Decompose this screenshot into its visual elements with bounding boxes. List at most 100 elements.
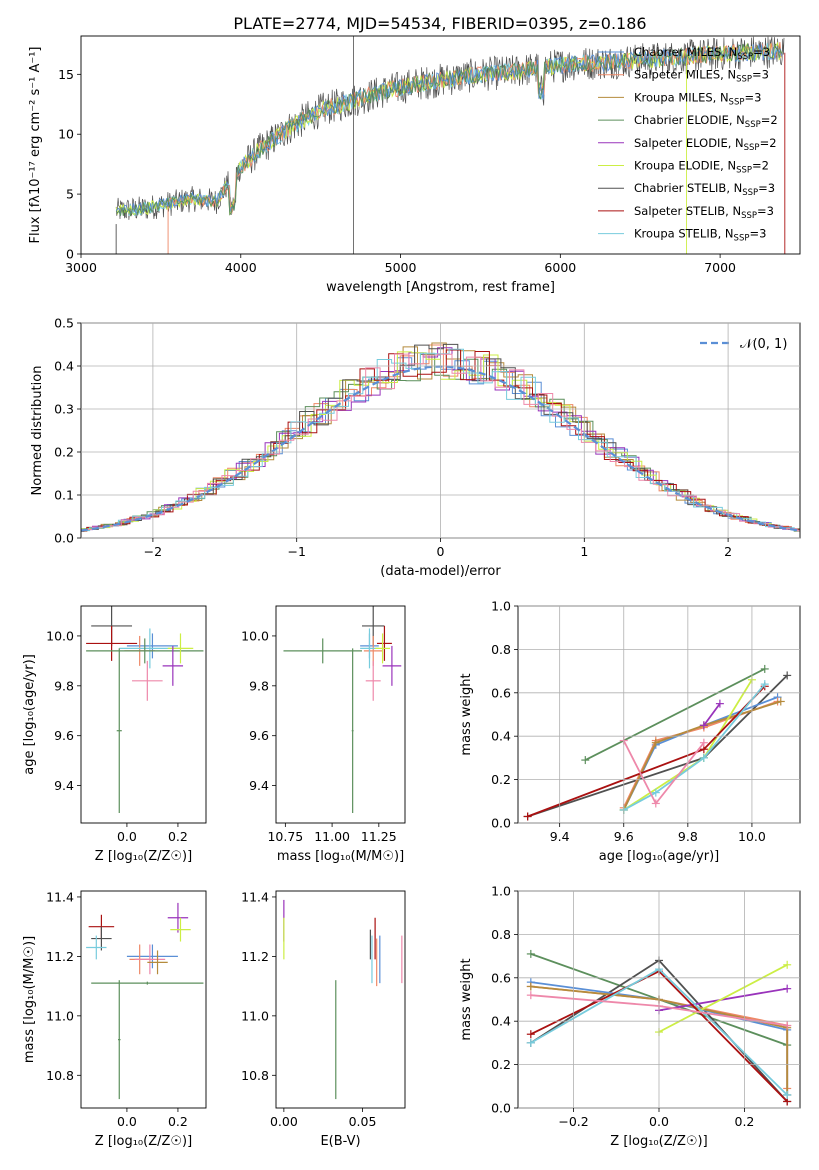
x-tick-label: 0.2 [735, 1114, 755, 1129]
y-axis-label: Normed distribution [30, 366, 45, 496]
panel-age_vs_Z: 0.0 0.2 9.4 9.6 9.8 10.0 Z [log₁₀(Z/Z☉)] age [l… [22, 605, 207, 864]
panels: Chabrier MILES, NSSP=3 Salpeter MILES, NS… [22, 35, 801, 1149]
x-tick-label: −1 [287, 544, 305, 559]
y-tick-label: 9.8 [54, 678, 74, 693]
x-tick-label: 10.75 [267, 829, 303, 844]
x-tick-label: 4000 [225, 260, 257, 275]
x-axis-label: E(B-V) [320, 1134, 360, 1149]
legend-tail: =2 [752, 159, 769, 173]
y-tick-label: 9.4 [54, 778, 74, 793]
y-tick-label: 0.2 [54, 445, 74, 460]
y-tick-label: 11.4 [46, 889, 74, 904]
y-axis-label: mass weight [459, 958, 474, 1040]
series-line [623, 683, 766, 811]
y-tick-label: 11.4 [241, 889, 269, 904]
legend-label: Chabrier STELIB, NSSP=3 [634, 181, 775, 198]
x-tick-label: 9.4 [550, 829, 570, 844]
y-tick-label: 11.2 [241, 949, 269, 964]
y-tick-label: 10 [58, 127, 74, 142]
legend-tail: =3 [757, 204, 774, 218]
y-tick-label: 0.4 [491, 1014, 511, 1029]
y-tick-label: 0.8 [491, 642, 511, 657]
panel-mass_vs_ebv: 0.00 0.05 10.8 11.0 11.2 11.4 E(B-V) [241, 889, 406, 1149]
y-tick-label: 0.6 [491, 685, 511, 700]
panel-spectrum: Chabrier MILES, NSSP=3 Salpeter MILES, NS… [28, 35, 801, 295]
y-tick-label: 10.8 [241, 1068, 269, 1083]
y-tick-label: 0.2 [491, 772, 511, 787]
series-line [622, 700, 778, 809]
legend-tail: =3 [744, 90, 761, 104]
x-axis-label: Z [log₁₀(Z/Z☉)] [610, 1134, 707, 1149]
y-tick-label: 1.0 [491, 884, 511, 899]
x-tick-label: 1 [580, 544, 588, 559]
panel-massweight_vs_age: 9.4 9.6 9.8 10.0 0.0 0.2 0.4 0.6 0.8 1.0 age [log₁… [459, 599, 801, 864]
y-tick-label: 0.0 [54, 531, 74, 546]
x-tick-label: 0.0 [117, 1114, 137, 1129]
y-tick-label: 5 [66, 187, 74, 202]
x-axis-label: Z [log₁₀(Z/Z☉)] [95, 1134, 192, 1149]
y-tick-label: 0.1 [54, 488, 74, 503]
axes-frame [80, 890, 207, 1109]
y-tick-label: 0.8 [491, 927, 511, 942]
legend-subscript: SSP [742, 188, 758, 198]
y-axis-label: Flux [fλ10⁻¹⁷ erg cm⁻² s⁻¹ A⁻¹] [28, 47, 43, 244]
y-tick-label: 11.0 [241, 1008, 269, 1023]
x-tick-label: 11.00 [314, 829, 350, 844]
plot-area [283, 899, 403, 1100]
legend-tail: =3 [758, 181, 775, 195]
legend-label: Kroupa ELODIE, NSSP=2 [634, 159, 769, 176]
plot-area [86, 606, 204, 814]
y-axis-label: age [log₁₀(age/yr)] [22, 654, 37, 775]
x-tick-label: 0.2 [168, 829, 188, 844]
x-tick-label: −2 [144, 544, 162, 559]
legend-subscript: SSP [729, 97, 745, 107]
series-line [622, 700, 782, 811]
figure-title: PLATE=2774, MJD=54534, FIBERID=0395, z=0… [233, 14, 646, 33]
legend-label: Salpeter STELIB, NSSP=3 [634, 204, 774, 221]
y-tick-label: 0.6 [491, 970, 511, 985]
series-line [622, 696, 778, 811]
panel-mass_vs_Z: 0.0 0.2 10.8 11.0 11.2 11.4 Z [log₁₀(Z/Z☉)] mas… [22, 889, 207, 1149]
x-axis-label: Z [log₁₀(Z/Z☉)] [95, 849, 192, 864]
legend-subscript: SSP [734, 234, 750, 244]
y-tick-label: 1.0 [491, 599, 511, 614]
y-tick-label: 0.0 [491, 1101, 511, 1116]
legend-label: Salpeter ELODIE, NSSP=2 [634, 136, 777, 153]
x-axis-label: wavelength [Angstrom, rest frame] [326, 280, 555, 295]
y-tick-label: 0.5 [54, 316, 74, 331]
x-tick-label: −0.2 [558, 1114, 588, 1129]
y-tick-label: 11.0 [46, 1008, 74, 1023]
y-tick-label: 0.2 [491, 1057, 511, 1072]
legend-label: 𝒩(0, 1) [740, 337, 787, 352]
legend-tail: =2 [761, 113, 778, 127]
y-tick-label: 9.6 [249, 728, 269, 743]
y-tick-label: 11.2 [46, 949, 74, 964]
legend-subscript: SSP [736, 166, 752, 176]
series-line [584, 668, 766, 761]
x-axis-label: age [log₁₀(age/yr)] [599, 849, 720, 864]
plot-area [115, 36, 786, 254]
legend-tail: =3 [749, 227, 766, 241]
panel-residuals: 𝒩(0, 1) −2 −1 0 1 2 0.0 0.1 0.2 0.3 0.4 0.5 (data-mo… [30, 316, 801, 579]
legend-label: Kroupa MILES, NSSP=3 [634, 90, 761, 107]
x-tick-label: 6000 [544, 260, 576, 275]
axes-frame [275, 890, 406, 1109]
y-tick-label: 0 [66, 247, 74, 262]
y-tick-label: 15 [58, 67, 74, 82]
series-line [530, 985, 789, 1095]
histogram-step [81, 353, 800, 532]
legend-subscript: SSP [745, 120, 761, 130]
legend-subscript: SSP [741, 211, 757, 221]
legend-label: Kroupa STELIB, NSSP=3 [634, 227, 766, 244]
legend: Chabrier MILES, NSSP=3 Salpeter MILES, NS… [598, 45, 778, 244]
y-tick-label: 0.3 [54, 402, 74, 417]
x-tick-label: 10.0 [738, 829, 766, 844]
series-line [658, 987, 788, 1012]
x-axis-label: (data-model)/error [380, 564, 501, 579]
x-tick-label: 3000 [65, 260, 97, 275]
legend-subscript: SSP [737, 52, 753, 62]
x-tick-label: 7000 [704, 260, 736, 275]
panel-massweight_vs_Z: −0.2 0.0 0.2 0.0 0.2 0.4 0.6 0.8 1.0 Z [log₁₀(Z/Z… [459, 884, 801, 1149]
y-tick-label: 0.4 [491, 729, 511, 744]
